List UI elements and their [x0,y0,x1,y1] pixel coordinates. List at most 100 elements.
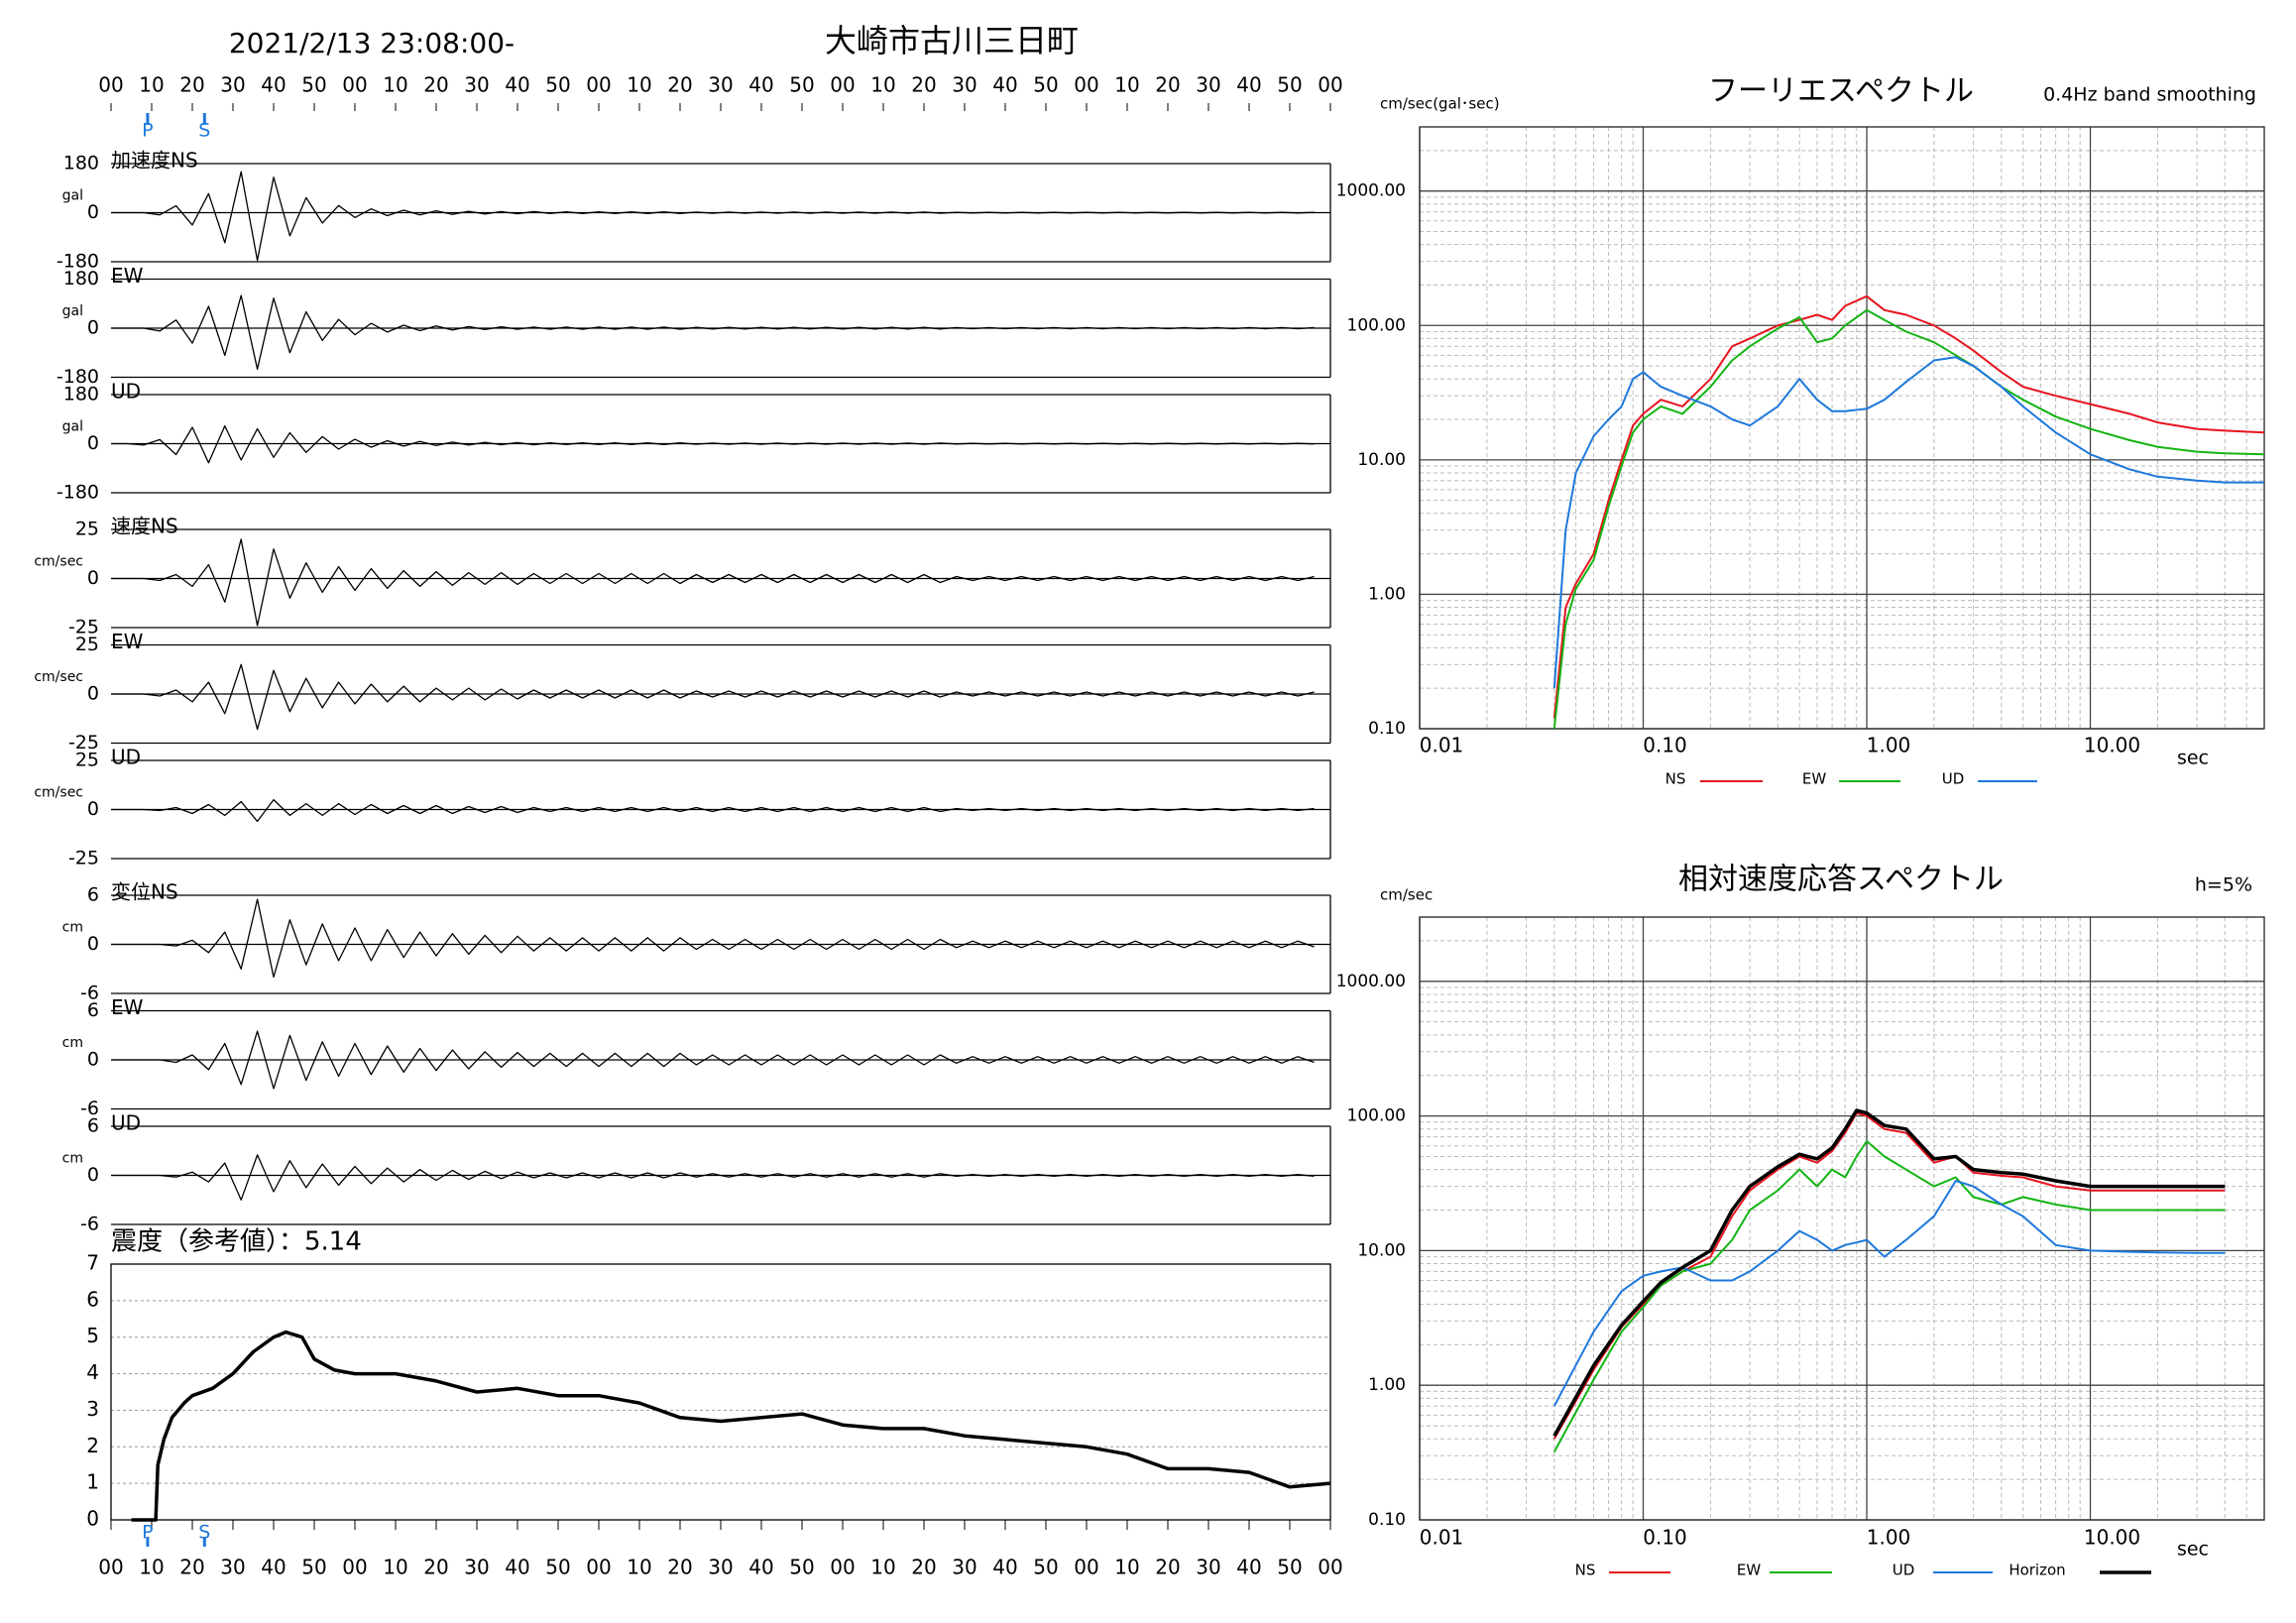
plot-frame [1419,916,2265,1521]
plot-frame [110,1263,1331,1521]
waveform [111,424,1315,464]
x-tick-label: 10 [1114,1556,1139,1579]
x-tick-label: 00 [1074,73,1098,97]
x-tick-label: 40 [505,1556,529,1579]
x-tick-label: 50 [1033,1556,1058,1579]
x-tick-label: 20 [179,1556,204,1579]
x-tick-label: 10 [383,1556,407,1579]
y-tick-label: 0 [87,798,99,820]
x-tick-label: 20 [423,73,448,97]
unit-label: cm/sec [34,785,83,801]
unit-label: cm [62,1151,83,1167]
x-tick-label: 40 [748,73,773,97]
unit-label: cm/sec [34,554,83,570]
y-tick-label: 180 [63,384,99,406]
x-tick-label: 20 [1155,73,1180,97]
legend-label: NS [1665,770,1686,788]
x-tick-label: 0.10 [1643,734,1687,757]
x-tick-label: 10 [139,73,164,97]
y-tick-label: -6 [80,1098,99,1119]
x-tick-label: 0.10 [1643,1526,1687,1550]
x-tick-label: 20 [1155,1556,1180,1579]
x-tick-label: 00 [586,73,611,97]
y-tick-label: 25 [75,750,99,771]
x-tick-label: 0.01 [1420,1526,1464,1550]
y-tick-label: -6 [80,1214,99,1235]
waveform [111,171,1315,262]
x-tick-label: 30 [952,1556,976,1579]
legend-label: NS [1575,1562,1596,1579]
x-tick-label: 00 [342,1556,367,1579]
y-tick-label: 1000.00 [1336,972,1406,991]
y-tick-label: 100.00 [1347,1106,1406,1126]
y-tick-label: 100.00 [1347,315,1406,335]
waveform [111,538,1315,627]
legend-label: UD [1942,770,1965,788]
spectrum-line [1552,1108,2226,1438]
unit-label: cm/sec [34,669,83,685]
unit-label: gal [62,303,83,319]
y-tick-label: 0.10 [1368,1510,1406,1530]
legend-label: Horizon [2009,1562,2065,1579]
x-tick-label: 10 [1114,73,1139,97]
trace-label: UD [111,380,141,404]
trace-label: 変位NS [111,880,178,904]
chart-subtitle: 0.4Hz band smoothing [2043,84,2256,106]
chart-title: 相対速度応答スペクトル [1678,863,2004,897]
y-tick-label: 6 [87,999,99,1021]
intensity-line [131,1330,1331,1522]
chart-title: フーリエスペクトル [1708,74,1974,109]
phase-label: S [198,120,210,142]
x-tick-label: 50 [789,73,814,97]
spectrum-line [1552,308,2265,730]
chart-title: 震度（参考値）：5.14 [111,1227,362,1257]
y-tick-label: 5 [86,1324,99,1347]
trace-label: UD [111,1111,141,1135]
y-tick-label: -180 [57,366,99,388]
trace-label: EW [111,630,144,653]
y-tick-label: 180 [63,153,99,174]
unit-label: gal [62,188,83,204]
x-tick-label: 00 [98,73,123,97]
x-tick-label: 20 [179,73,204,97]
legend-label: EW [1802,770,1826,788]
y-tick-label: 0 [87,567,99,589]
x-tick-label: 00 [830,1556,855,1579]
x-tick-label: 40 [1236,73,1261,97]
x-tick-label: 10.00 [2084,1526,2140,1550]
y-axis-label: cm/sec [1380,886,1433,904]
x-tick-label: 10 [139,1556,164,1579]
x-tick-label: 10 [627,73,651,97]
y-tick-label: -25 [68,848,99,869]
y-tick-label: 1.00 [1368,1375,1406,1395]
x-tick-label: 50 [1033,73,1058,97]
spectrum-line [1552,294,2265,719]
trace-label: UD [111,746,141,769]
x-tick-label: 50 [301,1556,326,1579]
y-tick-label: 0 [87,201,99,223]
x-tick-label: 00 [342,73,367,97]
x-tick-label: 20 [423,1556,448,1579]
y-tick-label: 4 [86,1360,99,1384]
y-tick-label: 25 [75,634,99,655]
x-tick-label: 50 [545,1556,570,1579]
legend-label: UD [1893,1562,1915,1579]
phase-label: S [198,1522,210,1544]
x-tick-label: 40 [992,73,1017,97]
x-tick-label: 1.00 [1867,1526,1911,1550]
x-tick-label: 40 [505,73,529,97]
y-tick-label: 25 [75,519,99,540]
y-tick-label: -6 [80,983,99,1004]
y-tick-label: 0 [87,1164,99,1186]
waveform [111,1030,1315,1090]
x-axis-label: sec [2177,748,2209,769]
unit-label: gal [62,419,83,435]
waveform [111,294,1315,370]
y-tick-label: 10.00 [1357,450,1406,470]
waveform [111,1154,1315,1201]
x-tick-label: 00 [1318,1556,1342,1579]
x-tick-label: 30 [220,73,245,97]
spectrum-line [1552,1180,2226,1407]
